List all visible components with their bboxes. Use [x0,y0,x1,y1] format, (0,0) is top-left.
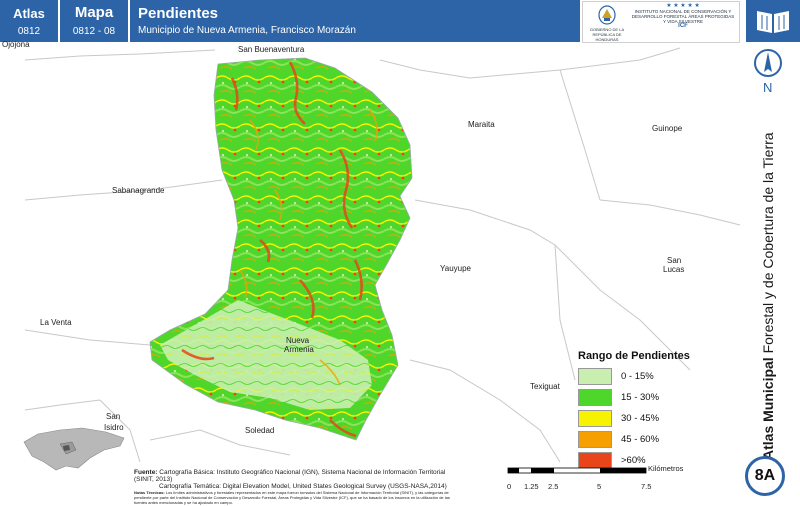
government-logo: GOBIERNO DE LA REPÚBLICA DE HONDURAS [587,4,627,42]
place-sabanagrande: Sabanagrande [112,186,165,195]
title-box: Pendientes Municipio de Nueva Armenia, F… [130,0,580,42]
north-arrow-icon [754,49,782,77]
sidebar [746,42,800,500]
book-icon-box [746,0,800,42]
north-label: N [763,80,773,95]
place-nueva-armenia-1: Nueva [286,336,310,345]
legend-label-15-30: 15 - 30% [621,392,660,403]
scale-tick-5: 5 [597,482,602,491]
scale-tick-1-25: 1.25 [524,482,539,491]
atlas-box: Atlas 0812 [0,0,58,42]
place-ojojona: Ojojona [2,40,30,49]
coat-of-arms-icon [598,5,616,25]
scale-bar-graphic [507,467,647,474]
legend-title: Rango de Pendientes [578,350,690,362]
map-header: Atlas 0812 Mapa 0812 - 08 Pendientes Mun… [0,0,745,43]
place-yauyupe: Yauyupe [440,264,471,273]
legend-label-30-45: 30 - 45% [621,413,660,424]
legend-label-60-plus: >60% [621,455,646,466]
slope-legend: Rango de Pendientes 0 - 15% 15 - 30% 30 … [578,350,738,471]
map-canvas: Ojojona San Buenaventura Maraita Guinope… [0,40,745,463]
legend-item-0-15: 0 - 15% [578,366,738,387]
legend-label-0-15: 0 - 15% [621,371,654,382]
legend-item-15-30: 15 - 30% [578,387,738,408]
source-line-1: Cartografía Básica: Instituto Geográfico… [134,469,446,483]
atlas-title-bold: Atlas Municipal [760,357,776,460]
map-code-badge: 8A [745,456,785,496]
place-san-lucas-1: San [667,256,682,265]
moderate-slopes [239,109,378,386]
north-arrow [751,45,785,95]
place-san-lucas-2: Lucas [663,265,685,274]
page-title: Pendientes [138,5,219,22]
open-book-icon [757,11,789,33]
place-san-isidro-2: Isidro [104,423,124,432]
notes-label: Notas Técnicas: [134,490,165,496]
scale-bar: 0 1.25 2.5 5 7.5 Kilómetros [500,462,683,498]
inset-locator-map [20,420,130,475]
scale-unit: Kilómetros [648,464,684,473]
institution-logos: GOBIERNO DE LA REPÚBLICA DE HONDURAS ★ ★… [582,1,740,43]
icf-stars: ★ ★ ★ ★ ★ [666,3,700,9]
atlas-vertical-title: Atlas Municipal Forestal y de Cobertura … [760,132,776,460]
legend-swatch-30-45 [578,410,612,427]
scale-tick-0: 0 [507,482,512,491]
notes-text: Los límites administrativos y forestales… [134,490,450,505]
legend-swatch-45-60 [578,431,612,448]
icf-logo: ★ ★ ★ ★ ★ INSTITUTO NACIONAL DE CONSERVA… [631,3,735,40]
legend-swatch-0-15 [578,368,612,385]
icf-caption: INSTITUTO NACIONAL DE CONSERVACIÓN Y DES… [631,9,735,24]
legend-label-45-60: 45 - 60% [621,434,660,445]
municipal-boundaries [24,47,741,463]
steep-ridges [181,61,363,438]
place-soledad: Soledad [245,426,275,435]
basemap-svg [24,47,741,463]
place-texiguat: Texiguat [530,382,560,391]
legend-item-45-60: 45 - 60% [578,429,738,450]
government-caption: GOBIERNO DE LA REPÚBLICA DE HONDURAS [589,27,625,42]
place-nueva-armenia-2: Armenia [284,345,314,354]
source-notes: Fuente: Cartografía Básica: Instituto Ge… [134,469,464,506]
source-line-2: Cartografía Temática: Digital Elevation … [159,482,447,490]
honduras-inset-svg [23,427,125,471]
legend-item-30-45: 30 - 45% [578,408,738,429]
mapa-number: 0812 - 08 [72,26,116,37]
mapa-label: Mapa [74,4,114,21]
place-la-venta: La Venta [40,318,72,327]
place-san-buenaventura: San Buenaventura [238,45,305,54]
source-label: Fuente: [134,469,158,476]
flat-terrain-zone [160,300,372,410]
place-san-isidro-1: San [106,412,121,421]
page-subtitle: Municipio de Nueva Armenia, Francisco Mo… [138,25,356,36]
scale-tick-7-5: 7.5 [641,482,652,491]
place-maraita: Maraita [468,120,495,129]
place-guinope: Guinope [652,124,683,133]
atlas-label: Atlas [13,6,45,21]
atlas-number: 0812 [17,26,41,37]
scale-tick-2-5: 2.5 [548,482,559,491]
icf-acronym: ICF [678,23,688,29]
legend-swatch-15-30 [578,389,612,406]
atlas-title-rest: Forestal y de Cobertura de la Tierra [760,132,776,358]
mapa-box: Mapa 0812 - 08 [60,0,128,42]
